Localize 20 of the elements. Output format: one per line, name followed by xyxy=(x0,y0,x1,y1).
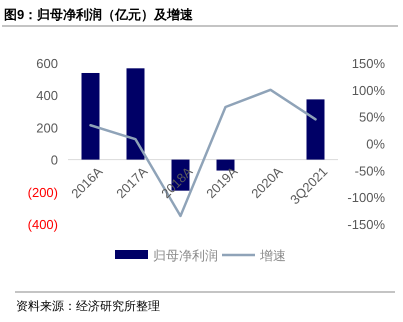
y-tick-label: (400) xyxy=(28,217,58,232)
y-tick-label: 200 xyxy=(36,120,58,136)
chart-title: 图9：归母净利润（亿元）及增速 xyxy=(4,7,194,22)
y-tick-label: (200) xyxy=(28,184,58,200)
y2-tick-label: -150% xyxy=(347,217,386,232)
y-tick-label: 400 xyxy=(36,88,58,104)
y2-tick-label: -50% xyxy=(354,163,386,178)
bar xyxy=(82,72,100,160)
y-tick-label: 0 xyxy=(50,152,58,168)
y2-tick-label: 0% xyxy=(366,136,386,152)
y-tick-label: 600 xyxy=(36,56,58,71)
y2-tick-label: 100% xyxy=(352,82,386,98)
y2-tick-label: 150% xyxy=(352,56,386,71)
text: 资料来源：经济研究所整理 xyxy=(16,299,160,313)
y2-tick-label: -100% xyxy=(347,190,386,206)
y2-tick-label: 50% xyxy=(358,110,386,125)
bar xyxy=(126,68,144,160)
bar xyxy=(306,99,324,160)
legend-label: 归母净利润 xyxy=(153,248,218,263)
legend-label: 增速 xyxy=(259,248,286,263)
